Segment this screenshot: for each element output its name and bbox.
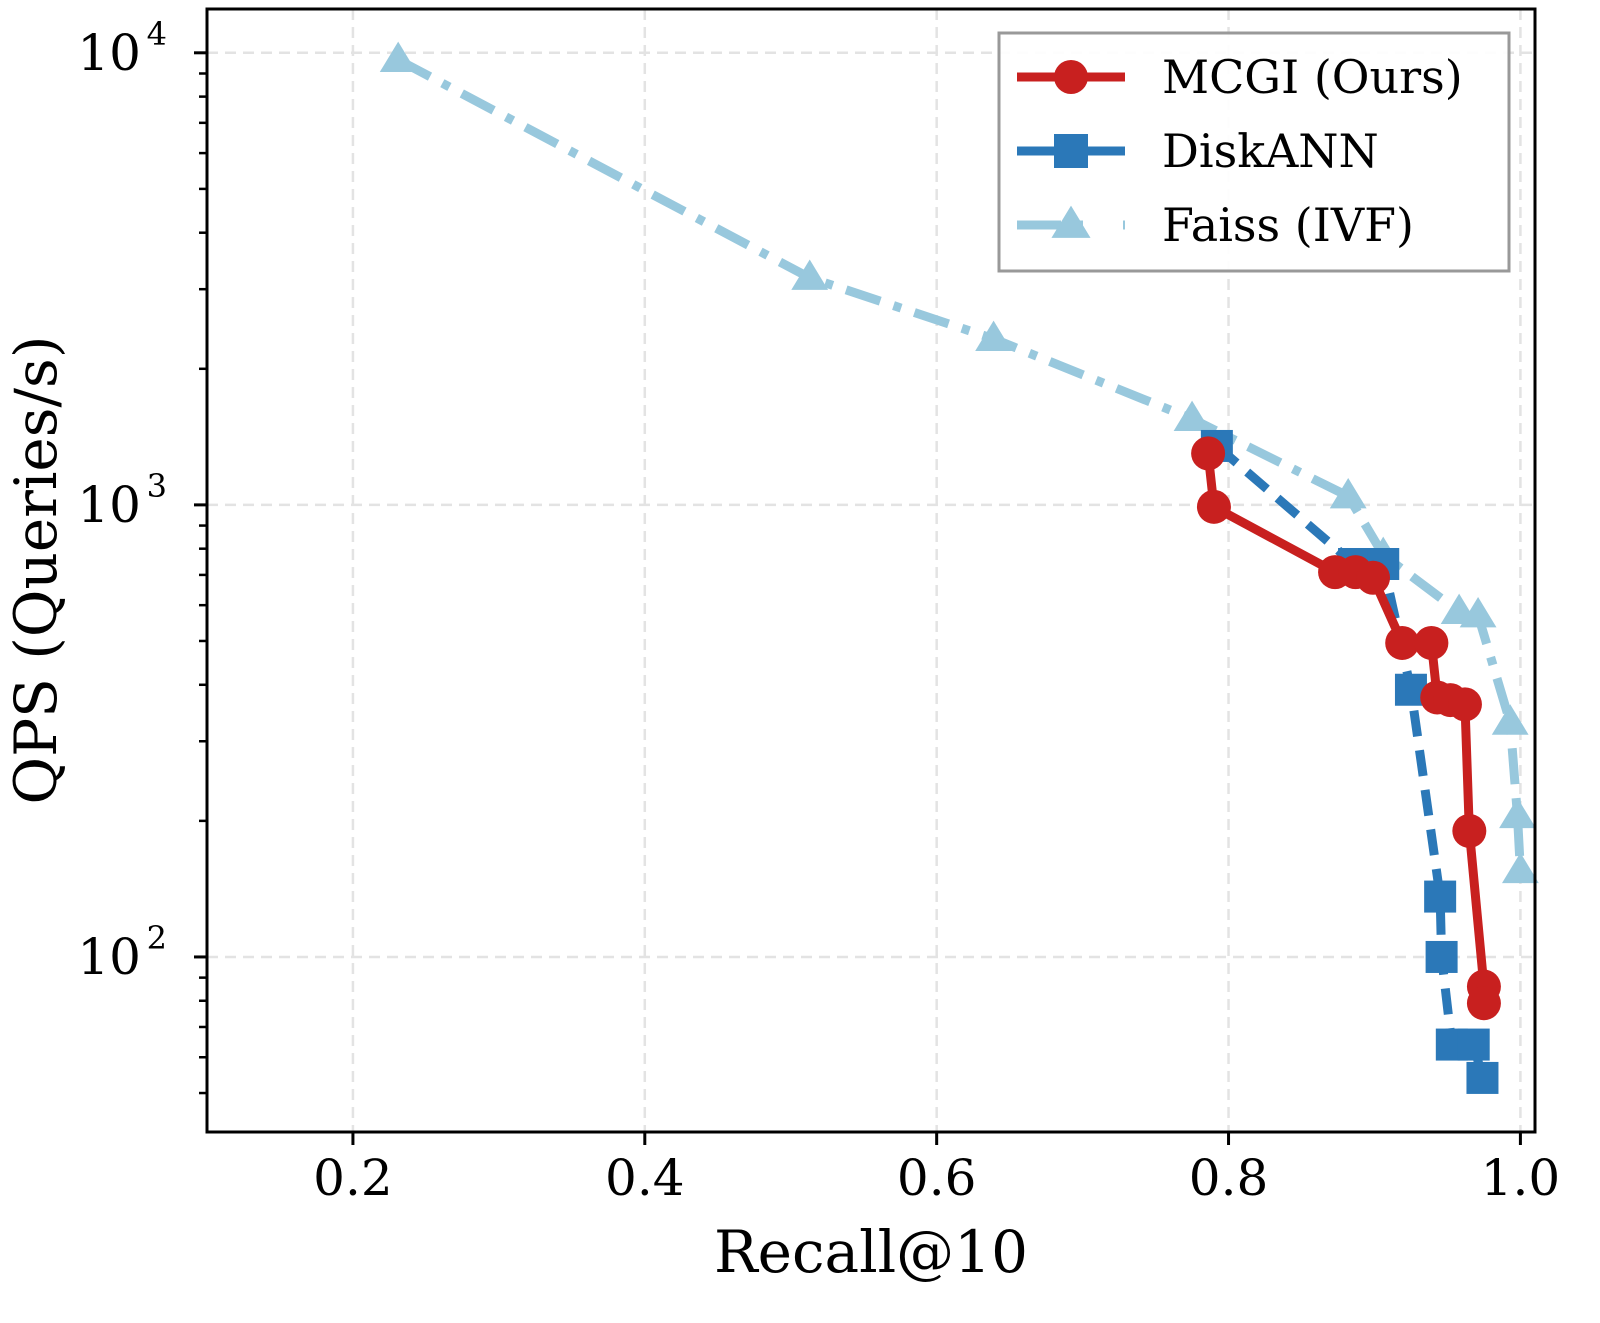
plot-frame <box>205 7 1537 1134</box>
data-point <box>1466 1061 1499 1094</box>
data-point <box>1424 880 1457 913</box>
data-point <box>1356 560 1391 595</box>
data-point <box>1425 940 1458 973</box>
y-tick-base: 10 <box>77 24 141 82</box>
series-diskann <box>1200 429 1499 1094</box>
data-point <box>1173 400 1211 431</box>
data-point <box>1499 797 1536 829</box>
data-point <box>1447 687 1482 722</box>
x-axis-label: Recall@10 <box>714 1218 1028 1286</box>
data-point <box>1191 436 1226 471</box>
legend-entry: Faiss (IVF) <box>1017 198 1414 252</box>
data-point <box>1457 1028 1490 1061</box>
legend-marker-circle-icon <box>1054 60 1088 94</box>
legend: MCGI (Ours) DiskANN Faiss (IVF) <box>997 31 1511 273</box>
legend-label: MCGI (Ours) <box>1162 50 1463 104</box>
y-tick-base: 10 <box>77 928 141 986</box>
y-tick-exponent: 4 <box>147 15 167 53</box>
y-tick-label: 10 2 <box>77 919 167 986</box>
series-mcgi-ours <box>1191 436 1501 1021</box>
legend-marker-square-icon <box>1054 134 1088 168</box>
data-point <box>1196 489 1231 524</box>
data-point <box>1452 813 1487 848</box>
y-axis-label: QPS (Queries/s) <box>2 336 70 805</box>
data-point <box>1329 477 1367 509</box>
legend-label: Faiss (IVF) <box>1162 198 1414 252</box>
y-tick-label: 10 3 <box>77 467 167 534</box>
x-tick-label: 0.2 <box>313 1149 393 1207</box>
data-point <box>1385 625 1420 660</box>
data-point <box>1459 597 1497 628</box>
legend-entry: DiskANN <box>1017 124 1379 178</box>
x-tick-label: 0.6 <box>897 1149 977 1207</box>
x-tick-label: 0.8 <box>1189 1149 1269 1207</box>
data-point <box>1491 704 1529 735</box>
legend-marker-triangle-icon <box>1051 205 1091 238</box>
series-line <box>1213 442 1487 1080</box>
data-point <box>1502 852 1539 884</box>
data-point <box>1466 986 1501 1021</box>
data-point <box>379 41 417 72</box>
x-tick-label: 0.4 <box>605 1149 685 1207</box>
data-point <box>975 320 1012 351</box>
x-tick-label: 1.0 <box>1481 1149 1561 1207</box>
series-layer <box>379 41 1539 1094</box>
data-point <box>1414 625 1449 660</box>
y-tick-base: 10 <box>77 476 141 534</box>
y-tick-label: 10 4 <box>77 15 167 82</box>
series-line <box>396 55 1525 872</box>
y-tick-exponent: 2 <box>147 919 167 957</box>
y-tick-exponent: 3 <box>147 467 167 505</box>
legend-entry: MCGI (Ours) <box>1017 50 1463 104</box>
axes <box>205 7 1537 1134</box>
data-point <box>791 259 829 290</box>
legend-label: DiskANN <box>1162 124 1379 178</box>
